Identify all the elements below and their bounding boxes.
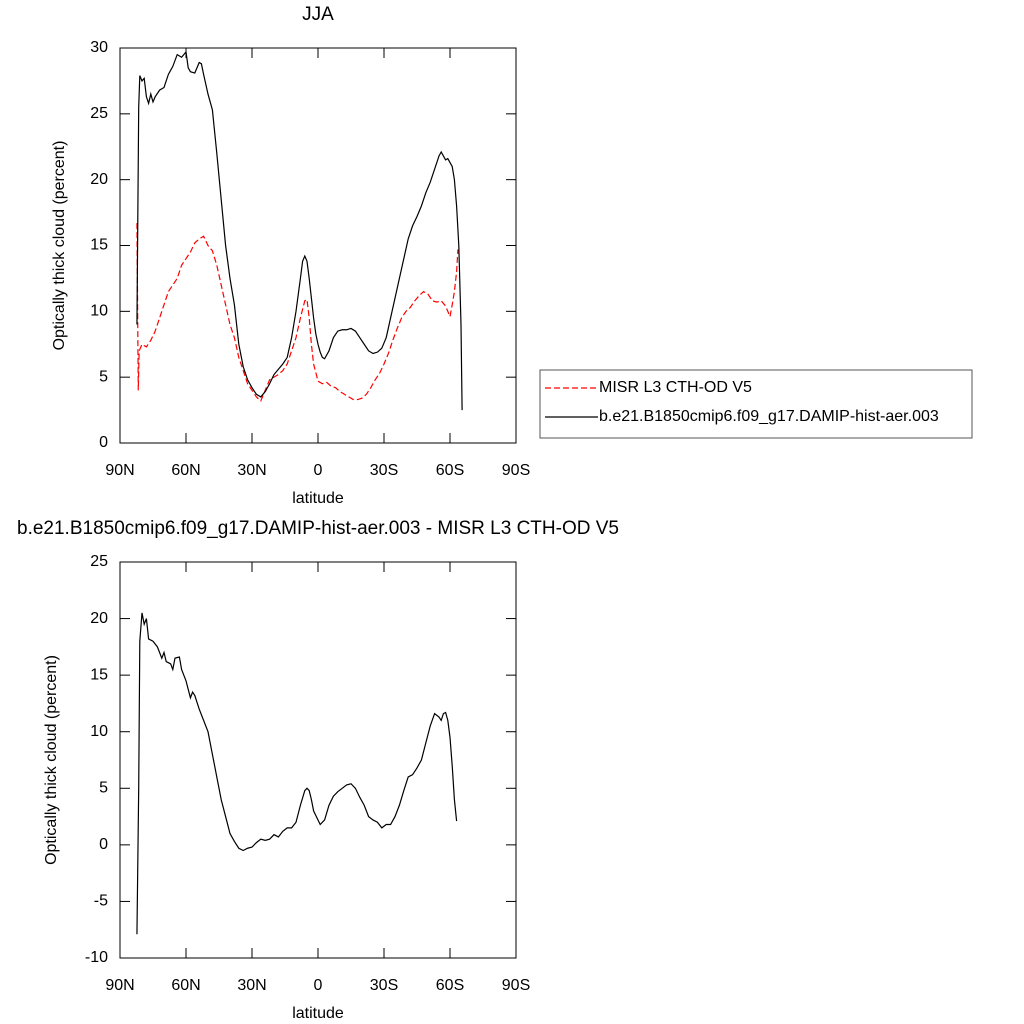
x-axis-label: latitude bbox=[292, 490, 344, 507]
x-tick-label: 60S bbox=[436, 977, 464, 994]
y-tick-label: 5 bbox=[99, 780, 108, 797]
plot-frame bbox=[119, 47, 517, 444]
x-tick-label: 30N bbox=[237, 462, 266, 479]
chart-title: JJA bbox=[302, 4, 334, 25]
data-line bbox=[136, 612, 458, 935]
y-tick-label: 25 bbox=[90, 105, 108, 122]
y-tick-label: 25 bbox=[90, 553, 108, 570]
x-tick-label: 30S bbox=[370, 462, 398, 479]
y-tick-label: 0 bbox=[99, 434, 108, 451]
x-tick-label: 60N bbox=[171, 977, 200, 994]
y-tick-label: 20 bbox=[90, 610, 108, 627]
x-tick-label: 0 bbox=[314, 462, 323, 479]
data-line bbox=[136, 223, 459, 402]
x-tick-label: 30N bbox=[237, 977, 266, 994]
x-tick-label: 60N bbox=[171, 462, 200, 479]
y-axis-label: Optically thick cloud (percent) bbox=[51, 141, 68, 351]
x-tick-label: 0 bbox=[314, 977, 323, 994]
x-tick-label: 30S bbox=[370, 977, 398, 994]
x-tick-label: 90N bbox=[105, 977, 134, 994]
legend-box bbox=[539, 369, 973, 439]
y-tick-label: -5 bbox=[94, 893, 108, 910]
y-tick-label: 10 bbox=[90, 303, 108, 320]
y-tick-label: 20 bbox=[90, 171, 108, 188]
x-tick-label: 90S bbox=[502, 462, 530, 479]
y-tick-label: 5 bbox=[99, 368, 108, 385]
chart-title: b.e21.B1850cmip6.f09_g17.DAMIP-hist-aer.… bbox=[17, 518, 619, 539]
x-tick-label: 90S bbox=[502, 977, 530, 994]
y-tick-label: 10 bbox=[90, 723, 108, 740]
y-tick-label: 15 bbox=[90, 237, 108, 254]
y-tick-label: 0 bbox=[99, 836, 108, 853]
plot-frame bbox=[119, 561, 517, 959]
legend-label: b.e21.B1850cmip6.f09_g17.DAMIP-hist-aer.… bbox=[599, 408, 939, 425]
y-tick-label: 30 bbox=[90, 39, 108, 56]
y-tick-label: 15 bbox=[90, 666, 108, 683]
legend-label: MISR L3 CTH-OD V5 bbox=[599, 379, 752, 396]
x-tick-label: 90N bbox=[105, 462, 134, 479]
x-tick-label: 60S bbox=[436, 462, 464, 479]
y-axis-label: Optically thick cloud (percent) bbox=[43, 655, 60, 865]
y-tick-label: -10 bbox=[85, 949, 108, 966]
data-line bbox=[136, 50, 463, 411]
x-axis-label: latitude bbox=[292, 1005, 344, 1022]
